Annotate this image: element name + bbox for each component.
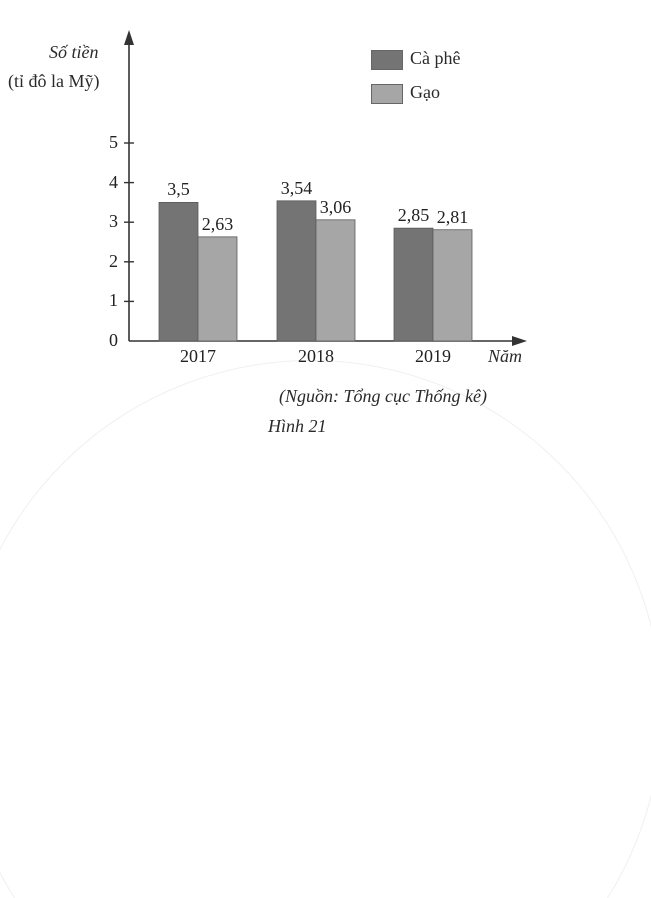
y-tick-label: 5: [109, 132, 118, 152]
background-watermark-arc: [0, 360, 651, 898]
source-note: (Nguồn: Tổng cục Thống kê): [279, 386, 487, 406]
y-axis-arrow-icon: [124, 30, 134, 45]
legend-label-coffee: Cà phê: [410, 48, 461, 68]
y-axis-label-main: Số tiền: [49, 42, 99, 62]
x-axis-label: Năm: [488, 346, 523, 366]
bar-coffee-2019: [393, 227, 434, 342]
bar-chart: [124, 30, 527, 346]
bar-value-label: 3,06: [319, 196, 352, 217]
bar-value-label: 3,5: [167, 179, 190, 200]
legend-label-rice: Gạo: [410, 82, 440, 102]
legend-swatch-rice: [371, 84, 403, 104]
bars: [158, 200, 473, 342]
bar-rice-2017: [197, 236, 238, 342]
y-tick-label: 2: [109, 250, 118, 271]
bar-value-label: 2,63: [201, 213, 234, 234]
y-tick-label: 1: [109, 290, 118, 311]
bar-rice-2019: [432, 229, 473, 342]
y-tick-label: 0: [109, 330, 118, 350]
x-category-label: 2017: [180, 346, 216, 366]
figure-caption: Hình 21: [268, 416, 327, 436]
legend-swatch-coffee: [371, 50, 403, 70]
bar-value-label: 3,54: [280, 177, 313, 198]
bar-value-label: 2,81: [436, 206, 469, 227]
bar-coffee-2018: [276, 200, 317, 342]
y-tick-label: 4: [109, 171, 118, 192]
bar-rice-2018: [315, 219, 356, 342]
y-ticks: [124, 142, 134, 303]
y-axis-label-unit: (tỉ đô la Mỹ): [8, 71, 100, 91]
y-tick-label: 3: [109, 211, 118, 232]
x-axis-arrow-icon: [512, 336, 527, 346]
x-category-label: 2018: [298, 346, 334, 366]
bar-value-label: 2,85: [397, 205, 430, 226]
x-category-label: 2019: [415, 346, 451, 366]
bar-coffee-2017: [158, 201, 199, 342]
